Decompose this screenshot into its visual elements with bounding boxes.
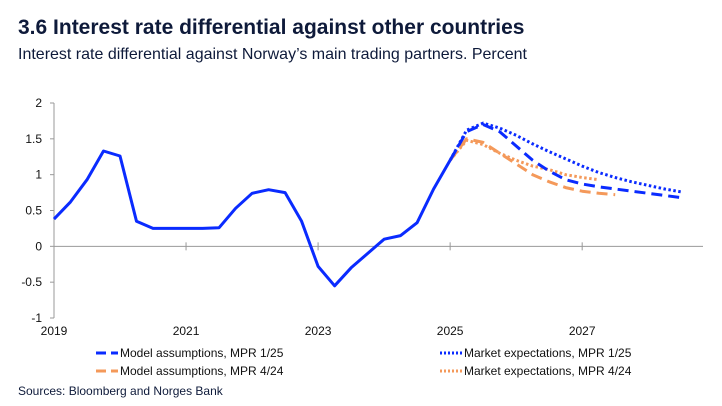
legend-swatch — [96, 351, 118, 355]
y-tick-label: -1 — [31, 311, 42, 325]
legend-swatch — [96, 369, 118, 373]
legend-label: Market expectations, MPR 1/25 — [464, 346, 632, 360]
series-line-market-expectations-mpr-4-24 — [448, 138, 599, 182]
series-line-model-assumptions-mpr-1-25 — [448, 123, 682, 200]
x-tick-label: 2019 — [41, 324, 68, 338]
y-tick-label: 0 — [35, 239, 42, 253]
legend-item-market-1-25: Market expectations, MPR 1/25 — [440, 346, 631, 360]
legend-label: Model assumptions, MPR 1/25 — [120, 346, 284, 360]
series-line-market-expectations-mpr-1-25 — [448, 121, 682, 194]
legend-swatch — [440, 351, 462, 355]
legend-label: Market expectations, MPR 4/24 — [464, 364, 632, 378]
y-tick-label: 1.5 — [25, 132, 42, 146]
x-tick-label: 2025 — [437, 324, 464, 338]
y-tick-label: -0.5 — [21, 275, 42, 289]
legend-item-market-4-24: Market expectations, MPR 4/24 — [440, 364, 631, 378]
legend-label: Model assumptions, MPR 4/24 — [120, 364, 284, 378]
y-tick-label: 0.5 — [25, 204, 42, 218]
source-note: Sources: Bloomberg and Norges Bank — [18, 384, 223, 398]
y-tick-label: 2 — [35, 96, 42, 110]
legend-swatch — [440, 369, 462, 373]
x-tick-label: 2023 — [305, 324, 332, 338]
chart-subtitle: Interest rate differential against Norwa… — [18, 46, 527, 63]
x-tick-label: 2027 — [569, 324, 596, 338]
x-tick-label: 2021 — [173, 324, 200, 338]
series-line-model-assumptions-mpr-4-24 — [448, 137, 616, 197]
series-line-historical — [52, 149, 452, 288]
chart-title: 3.6 Interest rate differential against o… — [18, 16, 525, 39]
legend-item-model-1-25: Model assumptions, MPR 1/25 — [96, 346, 283, 360]
legend-item-model-4-24: Model assumptions, MPR 4/24 — [96, 364, 283, 378]
y-tick-label: 1 — [35, 168, 42, 182]
